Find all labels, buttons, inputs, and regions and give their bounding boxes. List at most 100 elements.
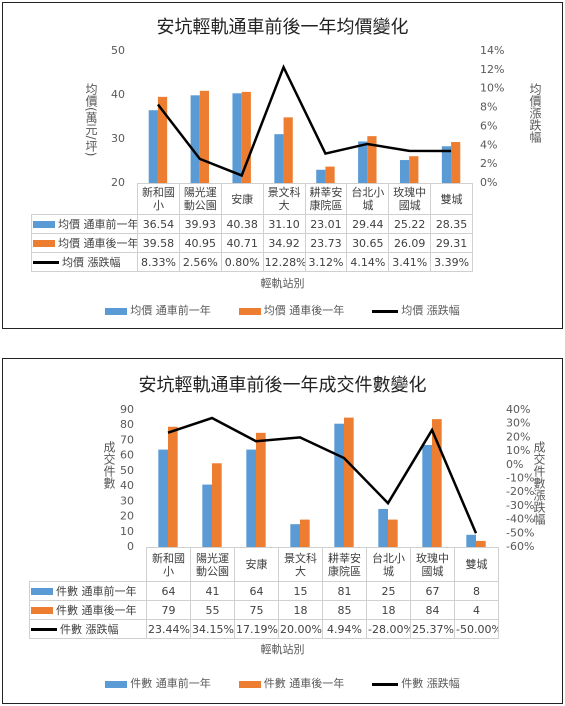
y2-tick-label: -40%	[506, 513, 534, 526]
legend-label: 件數 漲跌幅	[401, 677, 460, 690]
bar	[409, 156, 419, 183]
data-cell: 20.00%	[278, 619, 323, 639]
y-tick-label: 40	[111, 88, 125, 101]
chart-panel: 安坑輕軌通車前後一年均價變化 20 30 40 50 0% 2% 4% 6% 8% 10% 12% 14…	[2, 2, 563, 329]
data-cell: 18	[366, 600, 411, 620]
data-cell: 34.15%	[190, 619, 235, 639]
row-header: 件數 漲跌幅	[29, 619, 147, 639]
data-table: 新和國小 陽光運動公園 安康 景文科大 耕莘安康院區 台北小城 玫瑰中國城 雙城 件數 通車前一…	[29, 547, 499, 639]
data-cell: 64	[146, 581, 191, 601]
data-cell: 23.44%	[146, 619, 191, 639]
y-tick-label: 0	[127, 540, 134, 553]
data-cell: 12.28%	[262, 252, 306, 272]
y-tick-label: 80	[120, 418, 134, 431]
data-cell: -28.00%	[366, 619, 411, 639]
data-cell: 17.19%	[234, 619, 279, 639]
data-cell: 29.31	[430, 233, 473, 253]
legend-item: 件數 漲跌幅	[372, 677, 460, 690]
row-header: 件數 通車前一年	[29, 581, 147, 601]
bar	[300, 519, 310, 547]
bar	[432, 419, 442, 547]
bar	[441, 146, 452, 183]
bar	[148, 110, 158, 183]
x-tick-label: 陽光運動公園	[190, 547, 235, 582]
y2-tick-label: 12%	[480, 63, 504, 76]
data-row: 均價 漲跌幅 8.33% 2.56% 0.80% 12.28% 3.12% 4.14% 3.4…	[31, 252, 473, 272]
data-cell: 26.09	[388, 233, 432, 253]
row-header-text: 均價 漲跌幅	[62, 255, 121, 269]
data-cell: 79	[146, 600, 191, 620]
y2-tick-label: 14%	[480, 44, 504, 57]
x-tick-label: 雙城	[430, 183, 473, 215]
legend-swatch	[105, 680, 128, 688]
bar	[168, 426, 178, 547]
y2-tick-label: 10%	[506, 444, 530, 457]
y2-tick-label: 8%	[480, 101, 497, 114]
data-cell: 31.10	[262, 214, 306, 234]
legend-label: 件數 通車後一年	[263, 677, 345, 690]
row-header-text: 均價 通車後一年	[58, 236, 138, 250]
legend-item: 件數 通車前一年	[105, 677, 211, 690]
legend-label: 均價 通車後一年	[263, 304, 345, 317]
data-row: 均價 通車前一年 36.54 39.93 40.38 31.10 23.01 29.44 25…	[31, 214, 473, 234]
y2-tick-label: 30%	[506, 417, 530, 430]
y2-axis-label: 成交件數漲跌幅	[532, 441, 546, 525]
y-tick-label: 10	[120, 525, 134, 538]
x-axis-label: 輕軌站別	[260, 277, 305, 290]
legend: 件數 通車前一年 件數 通車後一年 件數 漲跌幅	[3, 675, 562, 691]
data-cell: 23.01	[304, 214, 348, 234]
y-tick-label: 20	[120, 510, 134, 523]
bar	[399, 160, 410, 183]
bar	[190, 95, 200, 183]
data-row: 件數 漲跌幅 23.44% 34.15% 17.19% 20.00% 4.94% -28.0…	[29, 619, 499, 639]
y-tick-label: 70	[120, 433, 134, 446]
corner-cell	[30, 548, 147, 582]
data-cell: 39.58	[137, 233, 180, 253]
bar	[466, 534, 476, 547]
data-cell: 8	[454, 581, 499, 601]
legend-swatch	[372, 682, 399, 686]
data-cell: 41	[190, 581, 235, 601]
data-cell: 84	[410, 600, 455, 620]
y-tick-label: 90	[120, 403, 134, 416]
data-cell: 25.22	[388, 214, 432, 234]
bar	[290, 524, 300, 547]
y2-tick-label: -60%	[506, 540, 534, 553]
data-cell: 23.73	[304, 233, 348, 253]
legend-label: 均價 通車前一年	[130, 304, 211, 317]
bar	[422, 445, 432, 547]
x-axis-label: 輕軌站別	[260, 643, 305, 656]
data-table: 新和國小 陽光運動公園 安康 景文科大 耕莘安康院區 台北小城 玫瑰中國城 雙城 均價 通車前一…	[31, 183, 473, 272]
legend-swatch	[372, 309, 399, 313]
chart-panel: 安坑輕軌通車前後一年成交件數變化 0 10 20 30 40 50 60 70 80 90 -60% -…	[2, 358, 563, 704]
y2-tick-label: 4%	[480, 138, 497, 151]
data-cell: 18	[278, 600, 323, 620]
data-cell: 3.12%	[304, 252, 348, 272]
x-tick-label: 景文科大	[262, 183, 306, 215]
legend-swatch	[105, 307, 128, 315]
y2-tick-label: 0%	[506, 458, 523, 471]
y2-tick-label: 6%	[480, 119, 497, 132]
bar	[283, 117, 293, 183]
x-tick-label: 雙城	[454, 547, 499, 582]
row-header-text: 件數 漲跌幅	[60, 622, 119, 636]
bar	[232, 93, 242, 183]
corner-cell	[32, 184, 138, 215]
x-tick-label: 台北小城	[366, 547, 411, 582]
row-header-text: 件數 通車前一年	[56, 584, 137, 598]
legend-item: 均價 通車前一年	[105, 304, 211, 317]
data-cell: 4	[454, 600, 499, 620]
bar	[325, 166, 335, 183]
legend-swatch	[31, 628, 57, 631]
x-tick-label: 景文科大	[278, 547, 323, 582]
legend-item: 件數 通車後一年	[238, 677, 345, 690]
data-cell: 55	[190, 600, 235, 620]
row-header: 均價 漲跌幅	[31, 252, 138, 272]
bar	[241, 91, 251, 183]
data-cell: 40.71	[220, 233, 264, 253]
data-row: 均價 通車後一年 39.58 40.95 40.71 34.92 23.73 30.65 26…	[31, 233, 473, 253]
data-cell: 64	[234, 581, 279, 601]
bar	[202, 484, 212, 547]
bar	[378, 508, 388, 547]
row-header: 件數 通車後一年	[29, 600, 147, 620]
